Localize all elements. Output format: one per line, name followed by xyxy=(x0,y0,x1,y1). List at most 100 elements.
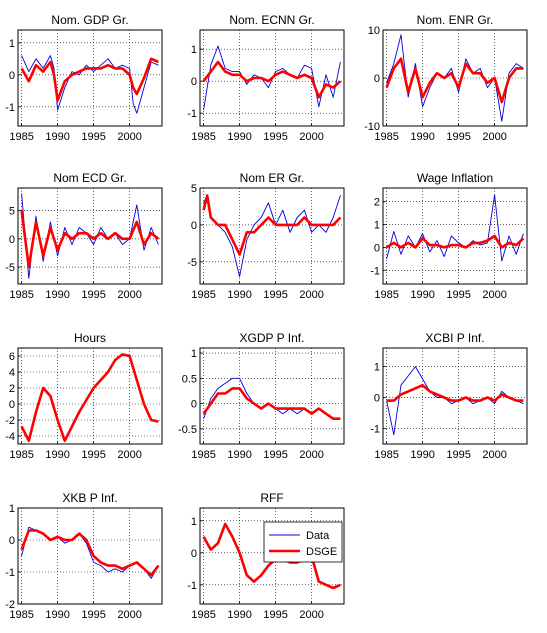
x-tick-label: 1995 xyxy=(81,449,105,461)
data-series-line xyxy=(21,353,159,442)
y-tick-label: -1 xyxy=(5,102,15,114)
y-tick-label: 0 xyxy=(191,220,197,232)
panel-4: Nom ECD Gr. 1985 1990 1995 2000 -5 0 5 xyxy=(5,171,163,301)
y-tick-label: -1 xyxy=(370,424,380,436)
y-tick-label: -1 xyxy=(5,567,15,579)
x-tick-label: 1990 xyxy=(45,609,69,621)
y-tick-label: 0 xyxy=(9,399,15,411)
y-tick-label: -2 xyxy=(5,599,15,611)
x-tick-label: 2000 xyxy=(299,449,323,461)
x-tick-label: 1990 xyxy=(45,289,69,301)
x-tick-label: 1990 xyxy=(227,289,251,301)
panel-7: Hours 1985 1990 1995 2000 -4 -2 0 2 4 6 xyxy=(5,331,163,461)
axes-box xyxy=(17,29,163,127)
x-tick-label: 1985 xyxy=(9,289,33,301)
x-tick-label: 2000 xyxy=(299,131,323,143)
x-tick-label: 2000 xyxy=(117,289,141,301)
axes-box xyxy=(199,507,345,605)
panel-2: Nom. ECNN Gr. 1985 1990 1995 2000 -1 0 1 xyxy=(187,13,345,143)
y-tick-label: -5 xyxy=(5,262,15,274)
panel-title: RFF xyxy=(260,491,283,505)
x-tick-label: 1990 xyxy=(410,449,434,461)
x-tick-label: 2000 xyxy=(117,609,141,621)
legend: Data DSGE xyxy=(263,521,343,563)
x-tick-label: 1985 xyxy=(191,289,215,301)
axes-box xyxy=(199,187,345,285)
x-tick-label: 1995 xyxy=(263,449,287,461)
x-tick-label: 1995 xyxy=(81,609,105,621)
dsge-series-line xyxy=(202,60,342,99)
x-tick-label: 2000 xyxy=(117,449,141,461)
axes-box xyxy=(382,347,528,445)
panel-title: Nom ECD Gr. xyxy=(53,171,126,185)
y-tick-label: 0 xyxy=(191,399,197,411)
axes-box xyxy=(17,347,163,445)
axes-box xyxy=(17,187,163,285)
x-tick-label: 1990 xyxy=(410,289,434,301)
dsge-series-line xyxy=(386,383,524,402)
data-series-line xyxy=(203,377,341,420)
y-tick-label: 4 xyxy=(9,367,15,379)
y-tick-label: 0 xyxy=(9,234,15,246)
y-tick-label: 1 xyxy=(9,503,15,515)
panel-title: Nom. GDP Gr. xyxy=(51,13,128,27)
panel-title: Hours xyxy=(74,331,106,345)
x-tick-label: 1985 xyxy=(374,449,398,461)
y-tick-label: 1 xyxy=(374,362,380,374)
panel-6: Wage Inflation 1985 1990 1995 2000 -1 0 1 2 xyxy=(370,171,528,301)
panel-title: Nom. ENR Gr. xyxy=(417,13,494,27)
data-series-line xyxy=(386,194,524,262)
y-tick-label: -4 xyxy=(5,431,15,443)
legend-box xyxy=(263,521,343,563)
panel-5: Nom ER Gr. 1985 1990 1995 2000 -5 0 5 xyxy=(187,171,345,301)
y-tick-label: 6 xyxy=(9,351,15,363)
panel-title: Nom. ECNN Gr. xyxy=(229,13,314,27)
axes-box xyxy=(382,29,528,127)
x-tick-label: 1995 xyxy=(446,289,470,301)
x-tick-label: 1985 xyxy=(191,609,215,621)
x-tick-label: 1995 xyxy=(263,131,287,143)
y-tick-label: -1 xyxy=(370,265,380,277)
data-series-line xyxy=(203,194,341,278)
x-tick-label: 1995 xyxy=(81,289,105,301)
dsge-series-line xyxy=(20,210,160,269)
panel-10: XKB P Inf. 1985 1990 1995 2000 -2 -1 0 1 xyxy=(5,491,163,621)
y-tick-label: 10 xyxy=(368,25,380,37)
dsge-series-line xyxy=(385,234,525,249)
x-tick-label: 1995 xyxy=(263,609,287,621)
axes-box xyxy=(382,187,528,285)
x-tick-label: 1990 xyxy=(45,449,69,461)
x-tick-label: 2000 xyxy=(482,289,506,301)
y-tick-label: 0 xyxy=(374,393,380,405)
x-tick-label: 1990 xyxy=(410,131,434,143)
y-tick-label: 5 xyxy=(191,183,197,195)
y-tick-label: -0.5 xyxy=(178,424,197,436)
legend-label: DSGE xyxy=(306,546,337,558)
dsge-series-line xyxy=(20,353,159,443)
y-tick-label: -5 xyxy=(187,257,197,269)
dsge-series-line xyxy=(20,57,159,102)
y-tick-label: 2 xyxy=(9,383,15,395)
y-tick-label: -2 xyxy=(5,415,15,427)
panel-8: XGDP P Inf. 1985 1990 1995 2000 -0.5 0 0.5 1 xyxy=(178,331,345,461)
y-tick-label: -1 xyxy=(187,108,197,120)
panel-title: XCBI P Inf. xyxy=(425,331,484,345)
y-tick-label: 0 xyxy=(374,73,380,85)
x-tick-label: 1990 xyxy=(227,449,251,461)
x-tick-label: 1985 xyxy=(191,449,215,461)
x-tick-label: 2000 xyxy=(117,131,141,143)
panel-9: XCBI P Inf. 1985 1990 1995 2000 -1 0 1 xyxy=(370,331,528,461)
dsge-series-line xyxy=(202,194,342,256)
panel-3: Nom. ENR Gr. 1985 1990 1995 2000 -10 0 10 xyxy=(364,13,528,143)
axes-box xyxy=(199,29,345,127)
dsge-series-line xyxy=(20,529,160,577)
x-tick-label: 1995 xyxy=(446,449,470,461)
x-tick-label: 1985 xyxy=(374,131,398,143)
panel-title: Wage Inflation xyxy=(417,171,493,185)
x-tick-label: 2000 xyxy=(482,131,506,143)
x-tick-label: 1990 xyxy=(227,609,251,621)
x-tick-label: 1985 xyxy=(9,131,33,143)
y-tick-label: 5 xyxy=(9,206,15,218)
axes-box xyxy=(17,507,163,605)
x-tick-label: 1985 xyxy=(374,289,398,301)
